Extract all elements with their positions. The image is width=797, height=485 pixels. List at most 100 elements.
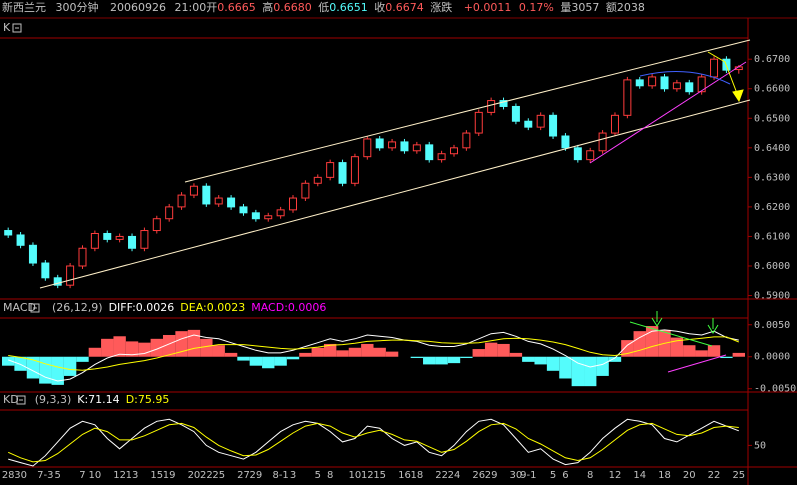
collapse-icon[interactable] [12,23,22,33]
close-value: 0.6674 [385,1,424,14]
y-tick-label: 0.0050 [754,320,790,331]
macd-bar [447,356,461,364]
x-tick-label: 22 [708,470,721,481]
candle-body [499,100,508,107]
macd-bar [2,356,15,366]
collapse-icon[interactable] [16,395,26,405]
collapse-icon[interactable] [30,303,40,313]
macd-bar [63,356,77,376]
x-tick-label: 10 [349,470,362,481]
forecast-arrow [707,51,739,97]
macd-bar [150,338,163,357]
y-tick-label: 0.6400 [754,143,790,154]
macd-bar [299,352,312,357]
candle-body [363,138,372,158]
y-tick-label: 0.0000 [754,352,790,363]
x-tick-label: 16 [398,470,411,481]
macd-bar [162,334,176,357]
annotations [39,39,751,373]
signal-arrow [651,311,663,327]
x-tick-label: 30 [510,470,523,481]
x-tick-label: 15 [150,470,163,481]
macd-divergence [629,321,713,347]
panel-header: MACD (26,12,9) DIFF:0.0026 DEA:0.0023 MACD:0… [3,301,326,314]
macd-bar [559,356,572,379]
x-tick-label: 25 [212,470,225,481]
macd-bar [720,356,733,359]
candle-body [177,194,186,208]
macd-bar [509,352,523,357]
macd-bar [39,356,52,384]
high-value: 0.6680 [273,1,312,14]
candle-body [165,206,174,220]
x-tick-label: 8-1 [272,470,288,481]
macd-bar [323,343,337,357]
x-tick-label: 26 [472,470,485,481]
x-tick-label: 5 [315,470,321,481]
x-tick-label: 10 [89,470,102,481]
x-tick-label: 14 [633,470,646,481]
candle-body [710,58,719,78]
candle-body [524,120,533,128]
macd-support [667,354,727,373]
candle-body [214,197,223,205]
x-tick-label: 6 [562,470,568,481]
macd-bar [385,351,399,357]
open-value: 0.6665 [217,1,256,14]
change-value: +0.0011 [464,1,512,14]
macd-bar [633,331,646,357]
macd-bar [88,347,102,357]
candle-body [28,244,37,264]
y-tick-label: 0.6200 [754,202,790,213]
x-tick-label: 20 [188,470,201,481]
panel-header: KD (9,3,3) K:71.14 D:75.95 [3,393,169,406]
macd-bar [596,356,609,376]
macd-bar [286,356,300,360]
channel-lower [39,99,751,289]
y-tick-label: 50 [754,440,766,451]
macd-bar [200,338,213,357]
candle-body [90,232,99,249]
candle-body [648,76,657,87]
x-tick-label: 18 [410,470,423,481]
candle-body [412,144,421,152]
candle-body [202,185,211,205]
macd-bar [484,342,498,357]
y-tick-label: -0.0050 [754,384,796,395]
low-label: 低 [318,1,329,14]
legend-entry: D:75.95 [126,393,170,406]
y-tick-label: 0.6500 [754,113,790,124]
panel-params: (26,12,9) [52,301,103,314]
x-tick-label: 8 [327,470,333,481]
candle-body [449,147,458,155]
legend-entry: DEA:0.0023 [180,301,245,314]
x-tick-label: 27 [237,470,250,481]
candle-body [697,76,706,93]
candle-body [301,182,310,199]
macd-bar [695,350,708,357]
macd-bar [608,356,622,362]
macd-bar [51,356,64,385]
x-tick-label: 29 [249,470,262,481]
x-tick-label: 7 [79,470,85,481]
amount: 额2038 [606,1,645,14]
macd-bar [435,356,448,365]
candle-body [598,132,607,152]
macd-bar [224,352,238,357]
candle-body [685,82,694,93]
candle-body [437,153,446,161]
arrow-head [732,89,744,103]
candle-body [276,209,285,217]
candle-body [623,79,632,116]
channel-upper [184,39,751,183]
candle-body [326,162,335,178]
date: 20060926 [110,1,166,14]
x-tick-label: 22 [200,470,213,481]
candle-body [289,197,298,211]
y-tick-label: 0.6100 [754,231,790,242]
x-tick-label: 28 [2,470,15,481]
y-tick-label: 0.6300 [754,172,790,183]
x-tick-label: 24 [448,470,461,481]
macd-bar [249,356,263,366]
